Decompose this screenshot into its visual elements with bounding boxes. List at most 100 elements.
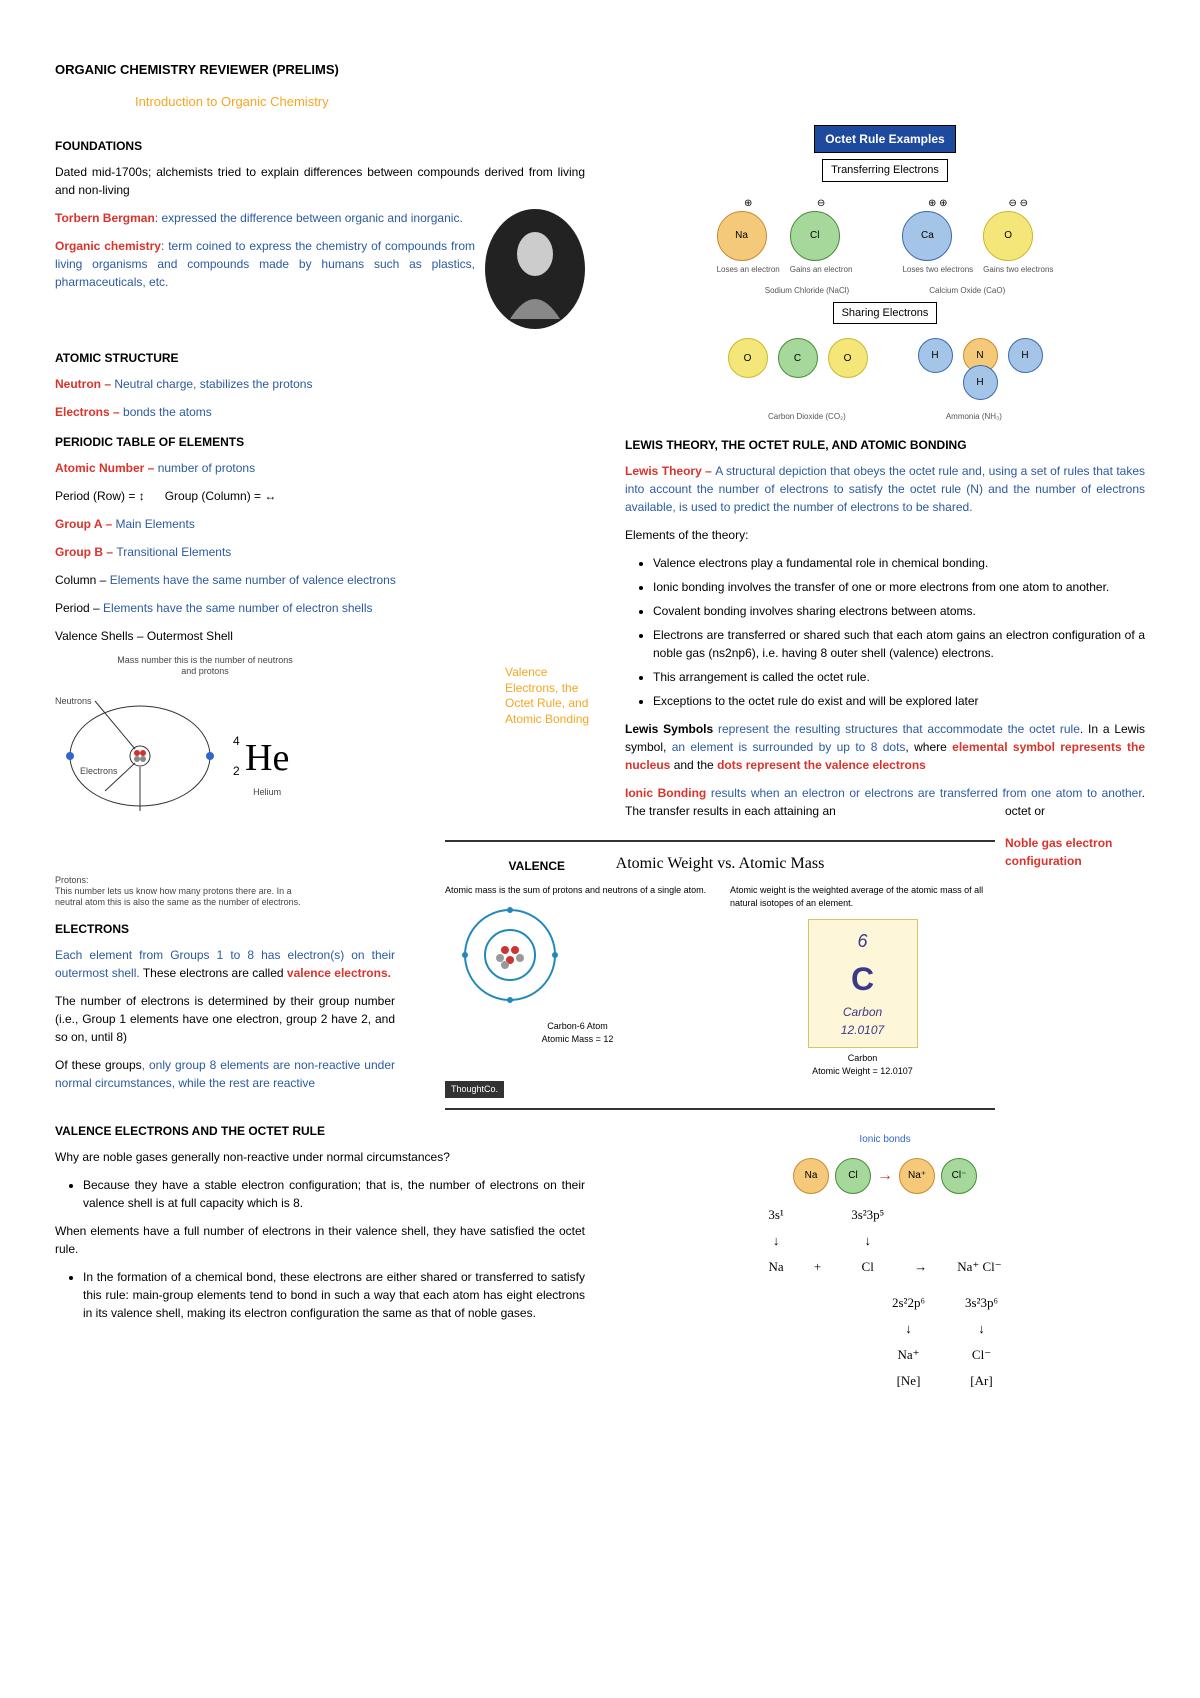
orgchem-name: Organic chemistry	[55, 239, 161, 253]
mass-number-label: Mass number this is the number of neutro…	[115, 655, 295, 677]
ionic-d3: octet or	[1005, 802, 1145, 820]
ve-p3-a: Of these groups	[55, 1058, 142, 1072]
electrons-label: Electrons	[80, 766, 140, 777]
electrons-line: Electrons – bonds the atoms	[55, 403, 585, 421]
cfg-3s1: 3s¹	[768, 1207, 783, 1222]
left-column: FOUNDATIONS Dated mid-1700s; alchemists …	[55, 125, 585, 1394]
bullet-2: Covalent bonding involves sharing electr…	[653, 602, 1145, 620]
na-label: Loses an electron	[717, 265, 780, 275]
column-line: Column – Elements have the same number o…	[55, 571, 585, 589]
ls-1: Lewis Symbols	[625, 722, 713, 736]
o1-atom: O	[728, 338, 768, 378]
helium-diagram: Mass number this is the number of neutro…	[55, 655, 585, 908]
lewis-heading: LEWIS THEORY, THE OCTET RULE, AND ATOMIC…	[625, 436, 1145, 454]
co2-label: Carbon Dioxide (CO₂)	[768, 412, 846, 422]
nacl-label: Sodium Chloride (NaCl)	[765, 286, 849, 296]
compare-weight-text: Atomic weight is the weighted average of…	[730, 884, 995, 911]
na-plus-ion: Na⁺	[899, 1158, 935, 1194]
portrait-image	[485, 209, 585, 329]
ionic-bonds-title: Ionic bonds	[625, 1130, 1145, 1150]
cfg-na: Na	[769, 1259, 784, 1274]
cfg-naplus: Na⁺	[897, 1347, 919, 1362]
ionic-bonding-p: Ionic Bonding results when an electron o…	[625, 784, 1145, 820]
foundations-heading: FOUNDATIONS	[55, 137, 585, 155]
ls-2: represent the resulting structures that …	[713, 722, 1080, 736]
transfer-banner: Transferring Electrons	[822, 159, 948, 182]
octet-rule-heading: VALENCE ELECTRONS AND THE OCTET RULE	[55, 1122, 585, 1140]
bullet-5: Exceptions to the octet rule do exist an…	[653, 692, 1145, 710]
cfg-clminus: Cl⁻	[972, 1347, 991, 1362]
bergman-name: Torbern Bergman	[55, 211, 155, 225]
ionic-bonds-diagram: Ionic bonds Na Cl → Na⁺ Cl⁻ 3s¹↓ Na + 3s…	[625, 1130, 1145, 1394]
na-ion: Na	[793, 1158, 829, 1194]
na-atom: Na	[717, 211, 767, 261]
carbon-weight-label: CarbonAtomic Weight = 12.0107	[730, 1052, 995, 1079]
cfg-plus: +	[814, 1254, 821, 1280]
octet-bullet-1: Because they have a stable electron conf…	[55, 1176, 585, 1212]
ionic-d1: results when an electron or electrons ar…	[706, 786, 1141, 800]
elements-intro: Elements of the theory:	[625, 526, 1145, 544]
period-line: Period – Elements have the same number o…	[55, 599, 585, 617]
valence-side-text: Valence Electrons, the Octet Rule, and A…	[505, 665, 595, 727]
groupa-line: Group A – Main Elements	[55, 515, 585, 533]
cl-atom: Cl	[790, 211, 840, 261]
ls-8: dots represent the valence electrons	[717, 758, 926, 772]
neutrons-label: Neutrons	[55, 696, 115, 707]
theory-bullets: Valence electrons play a fundamental rol…	[625, 554, 1145, 710]
lewis-symbols-p: Lewis Symbols represent the resulting st…	[625, 720, 1145, 774]
cfg-nacl: Na⁺ Cl⁻	[957, 1254, 1001, 1280]
neutron-def: Neutral charge, stabilizes the protons	[114, 377, 312, 391]
cao-label: Calcium Oxide (CaO)	[929, 286, 1005, 296]
octet-question: Why are noble gases generally non-reacti…	[55, 1148, 585, 1166]
carbon-atom-svg	[445, 905, 575, 1015]
foundations-text: Dated mid-1700s; alchemists tried to exp…	[55, 163, 585, 199]
valence-heading: VALENCE	[55, 857, 565, 875]
ca-atom: Ca	[902, 211, 952, 261]
he-mass-sup: 4	[233, 732, 240, 750]
octet-b1: Because they have a stable electron conf…	[83, 1176, 585, 1212]
atomic-number-line: Atomic Number – number of protons	[55, 459, 585, 477]
octet-p2: When elements have a full number of elec…	[55, 1222, 585, 1258]
groupa-term: Group A –	[55, 517, 115, 531]
period-row-line: Period (Row) = ↕ Group (Column) = ↔	[55, 487, 585, 505]
atomic-num-term: Atomic Number –	[55, 461, 158, 475]
octet-b2: In the formation of a chemical bond, the…	[83, 1268, 585, 1322]
carbon-wt: 12.0107	[817, 1021, 909, 1039]
h1-atom: H	[918, 338, 953, 373]
protons-label: Protons: This number lets us know how ma…	[55, 875, 315, 907]
column-term: Column –	[55, 573, 110, 587]
ve-p2: The number of electrons is determined by…	[55, 992, 395, 1046]
period-term: Period –	[55, 601, 103, 615]
valence-shells-line: Valence Shells – Outermost Shell	[55, 627, 585, 645]
periodic-heading: PERIODIC TABLE OF ELEMENTS	[55, 433, 585, 451]
nh3-label: Ammonia (NH₃)	[946, 412, 1002, 422]
atomic-num-def: number of protons	[158, 461, 255, 475]
two-column-layout: FOUNDATIONS Dated mid-1700s; alchemists …	[55, 125, 1145, 1394]
ls-4: an element is surrounded by up to 8 dots	[672, 740, 906, 754]
protons-term: Protons:	[55, 875, 89, 885]
ve-p1-c: valence electrons.	[287, 966, 391, 980]
bullet-1: Ionic bonding involves the transfer of o…	[653, 578, 1145, 596]
ve-p3: Of these groups, only group 8 elements a…	[55, 1056, 395, 1092]
carbon-num: 6	[817, 928, 909, 955]
carbon-atom-label: Carbon-6 AtomAtomic Mass = 12	[445, 1020, 710, 1047]
cfg-3s23p5: 3s²3p⁵	[851, 1207, 884, 1222]
groupb-term: Group B –	[55, 545, 116, 559]
ca-label: Loses two electrons	[902, 265, 973, 275]
cfg-3s23p6: 3s²3p⁶	[965, 1295, 998, 1310]
octet-examples-diagram: Octet Rule Examples Transferring Electro…	[625, 125, 1145, 422]
he-symbol: He	[245, 737, 289, 779]
cl-label: Gains an electron	[790, 265, 853, 275]
ls-7: and the	[670, 758, 717, 772]
lewis-theory-p: Lewis Theory – A structural depiction th…	[625, 462, 1145, 516]
cfg-cl: Cl	[862, 1259, 874, 1274]
protons-desc: This number lets us know how many proton…	[55, 886, 301, 907]
sharing-banner: Sharing Electrons	[833, 302, 938, 325]
octet-bullet-2: In the formation of a chemical bond, the…	[55, 1268, 585, 1322]
c-atom: C	[778, 338, 818, 378]
neutron-term: Neutron –	[55, 377, 114, 391]
period-def: Elements have the same number of electro…	[103, 601, 372, 615]
ionic-term: Ionic Bonding	[625, 786, 706, 800]
h2-atom: H	[1008, 338, 1043, 373]
octet-banner: Octet Rule Examples	[814, 125, 955, 153]
